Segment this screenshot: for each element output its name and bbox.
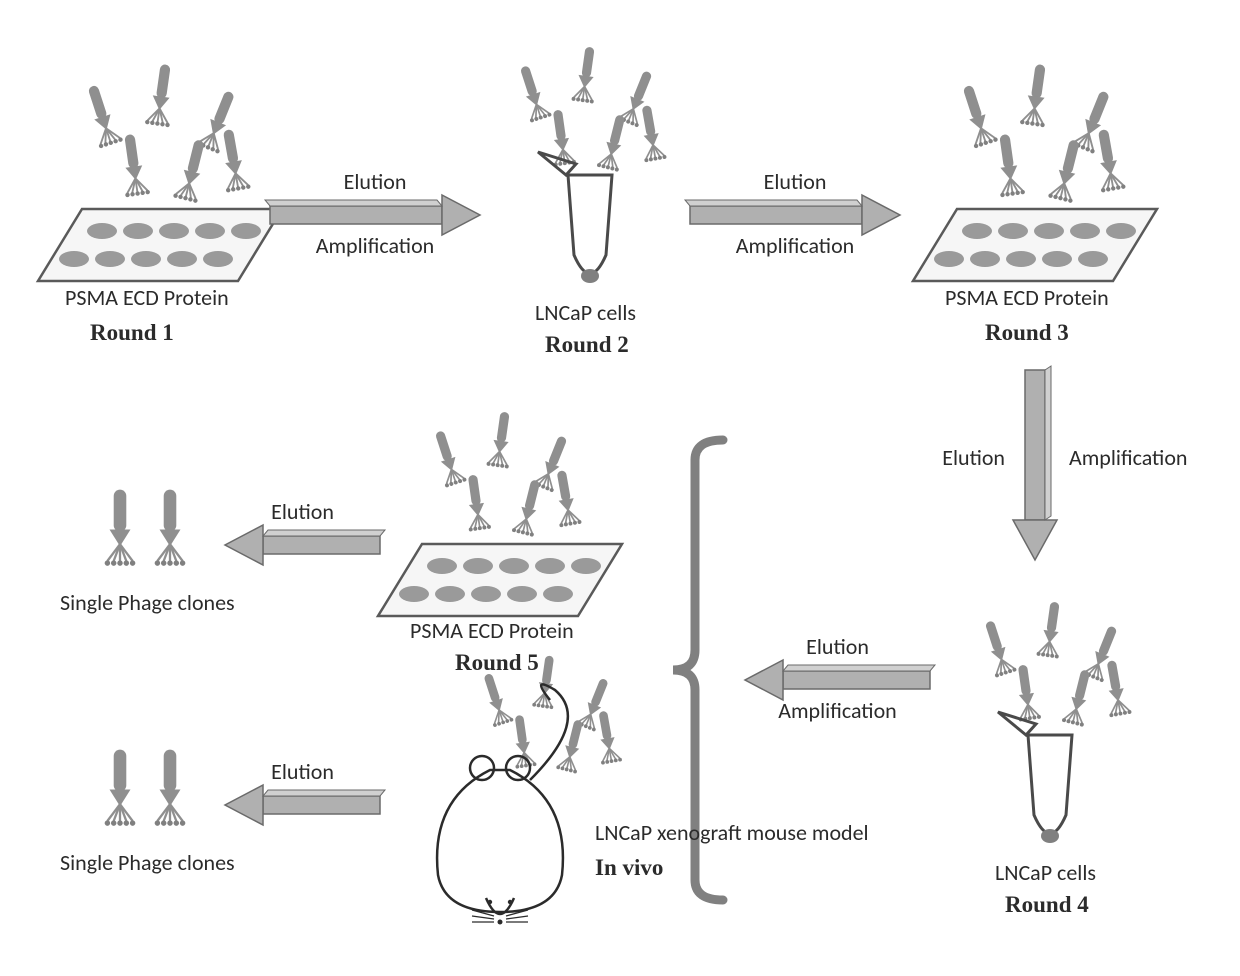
- phage-cluster: phage-clusterphage-iconphage-iconphage-i…: [514, 46, 667, 172]
- text-label: Elution: [271, 758, 334, 785]
- phage-icon: phage-icon: [635, 104, 667, 163]
- phage-icon: phage-icon: [105, 750, 136, 826]
- phage-icon: phage-icon: [592, 710, 622, 765]
- single-phage-pair: single-phage-pairphage-iconphage-icon: [105, 750, 186, 826]
- text-label: Round 1: [90, 320, 174, 345]
- phage-icon: phage-icon: [486, 411, 516, 469]
- text-label: Elution: [942, 444, 1005, 471]
- text-label: In vivo: [595, 855, 663, 880]
- text-label: Amplification: [1069, 444, 1187, 471]
- phage-icon: phage-icon: [478, 671, 514, 727]
- tube-r4: tube-r4: [998, 712, 1072, 843]
- phage-icon: phage-icon: [1011, 664, 1041, 722]
- phage-icon: phage-icon: [550, 469, 582, 528]
- text-label: Elution: [764, 168, 827, 195]
- phage-cluster: phage-clusterphage-iconphage-iconphage-i…: [429, 411, 582, 537]
- single-phage-pair: single-phage-pairphage-iconphage-icon: [105, 490, 186, 566]
- phage-icon: phage-icon: [956, 82, 999, 148]
- text-label: Amplification: [736, 232, 854, 259]
- well-plate-r1: well-plate-r1: [38, 209, 282, 281]
- text-label: Elution: [271, 498, 334, 525]
- phage-icon: phage-icon: [155, 750, 186, 826]
- text-label: Round 3: [985, 320, 1069, 345]
- phage-icon: phage-icon: [979, 618, 1017, 678]
- text-label: Elution: [344, 168, 407, 195]
- phage-icon: phage-icon: [992, 133, 1025, 198]
- text-label: Amplification: [316, 232, 434, 259]
- arrow-r2-r3: arrow-r2-r3: [685, 195, 900, 235]
- phage-icon: phage-icon: [81, 82, 124, 148]
- phage-icon: phage-icon: [1036, 601, 1066, 659]
- text-label: PSMA ECD Protein: [945, 284, 1109, 311]
- phage-icon: phage-icon: [145, 63, 178, 128]
- arrow-r3-r4: arrow-r3-r4: [1013, 366, 1057, 560]
- phage-icon: phage-icon: [514, 63, 552, 123]
- text-label: LNCaP cells: [535, 299, 636, 326]
- tube-r2: tube-r2: [538, 152, 612, 283]
- phage-cluster: phage-clusterphage-iconphage-iconphage-i…: [956, 63, 1126, 203]
- phage-icon: phage-icon: [429, 428, 467, 488]
- text-label: Round 4: [1005, 892, 1089, 917]
- text-label: Round 5: [455, 650, 539, 675]
- phage-cluster: phage-clusterphage-iconphage-iconphage-i…: [81, 63, 251, 203]
- well-plate-r5: well-plate-r5: [378, 544, 622, 616]
- text-label: Single Phage clones: [60, 589, 235, 616]
- phage-icon: phage-icon: [1091, 128, 1126, 193]
- well-plate-r3: well-plate-r3: [913, 209, 1157, 281]
- phage-icon: phage-icon: [1020, 63, 1053, 128]
- phage-icon: phage-icon: [216, 128, 251, 193]
- text-label: Round 2: [545, 332, 629, 357]
- arrow-invivo-single: arrow-invivo-single: [225, 785, 385, 825]
- phage-icon: phage-icon: [155, 490, 186, 566]
- phage-icon: phage-icon: [461, 474, 491, 532]
- text-label: Single Phage clones: [60, 849, 235, 876]
- phage-icon: phage-icon: [117, 133, 150, 198]
- phage-icon: phage-icon: [1100, 659, 1132, 718]
- arrow-r4-split: arrow-r4-split: [745, 660, 935, 700]
- text-label: Elution: [806, 633, 869, 660]
- arrow-r5-single: arrow-r5-single: [225, 525, 385, 565]
- text-label: PSMA ECD Protein: [410, 617, 574, 644]
- text-label: LNCaP cells: [995, 859, 1096, 886]
- phage-icon: phage-icon: [105, 490, 136, 566]
- text-label: LNCaP xenograft mouse model: [595, 819, 869, 846]
- arrow-r1-r2: arrow-r1-r2: [265, 195, 480, 235]
- phage-icon: phage-icon: [571, 46, 601, 104]
- text-label: Amplification: [778, 697, 896, 724]
- text-label: PSMA ECD Protein: [65, 284, 229, 311]
- phage-icon: phage-icon: [508, 714, 536, 769]
- phage-cluster: phage-clusterphage-iconphage-iconphage-i…: [979, 601, 1132, 727]
